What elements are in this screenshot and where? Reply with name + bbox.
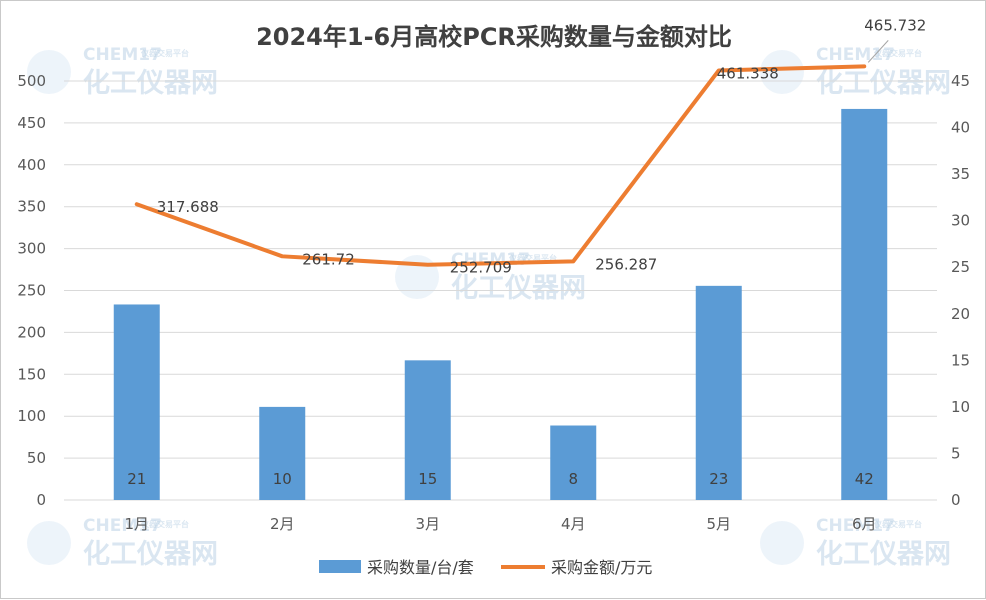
y-left-tick-label: 300 (17, 240, 46, 258)
line-data-label: 317.688 (157, 198, 219, 216)
watermark-logo-icon (760, 521, 804, 565)
x-tick-label: 3月 (415, 515, 440, 533)
data-label-leader (867, 40, 889, 63)
x-tick-label: 5月 (706, 515, 731, 533)
watermark-tag: 仪器交易平台 (140, 519, 189, 529)
y-left-tick-label: 250 (17, 282, 46, 300)
y-right-tick-label: 35 (951, 165, 970, 183)
y-left-tick-label: 200 (17, 323, 46, 341)
watermark-brand: CHEM17 (83, 45, 162, 65)
watermark-text: 化工仪器网 (83, 539, 218, 570)
watermark-logo-icon (27, 50, 71, 94)
y-right-tick-label: 20 (951, 305, 970, 323)
watermark-text: 化工仪器网 (816, 539, 951, 570)
watermark-logo-icon (760, 50, 804, 94)
watermark-text: 化工仪器网 (83, 68, 218, 99)
bar-data-label: 21 (127, 470, 146, 488)
watermark-text: 化工仪器网 (816, 68, 951, 99)
y-right-tick-label: 5 (951, 444, 961, 462)
bar (404, 360, 451, 500)
y-left-tick-label: 100 (17, 407, 46, 425)
line-series (134, 64, 867, 267)
bar-data-label: 23 (709, 470, 728, 488)
bar-data-label: 10 (273, 470, 292, 488)
chart-title: 2024年1-6月高校PCR采购数量与金额对比 (256, 23, 732, 51)
line-data-label: 256.287 (595, 255, 657, 273)
bar (550, 425, 597, 500)
y-right-tick-label: 25 (951, 258, 970, 276)
y-right-tick-label: 10 (951, 398, 970, 416)
x-tick-label: 6月 (852, 515, 877, 533)
y-left-tick-label: 400 (17, 156, 46, 174)
line-data-label: 465.732 (864, 16, 926, 34)
watermark-brand: CHEM17 (83, 516, 162, 536)
watermark-logo-icon (27, 521, 71, 565)
watermark-tag: 仪器交易平台 (873, 519, 922, 529)
y-right-tick-label: 40 (951, 119, 970, 137)
y-left-tick-label: 150 (17, 365, 46, 383)
bar (841, 108, 888, 500)
y-left-tick-label: 50 (27, 449, 46, 467)
x-tick-label: 2月 (270, 515, 295, 533)
watermark-brand: CHEM17 (816, 516, 895, 536)
line-data-label: 261.72 (302, 250, 355, 268)
watermark-tag: 仪器交易平台 (873, 48, 922, 58)
y-right-tick-label: 45 (951, 72, 970, 90)
bar (695, 285, 742, 500)
x-tick-label: 1月 (124, 515, 149, 533)
x-tick-label: 4月 (561, 515, 586, 533)
legend-label-line: 采购金额/万元 (551, 558, 652, 577)
y-left-tick-label: 500 (17, 72, 46, 90)
y-left-tick-label: 350 (17, 198, 46, 216)
y-right-tick-label: 30 (951, 212, 970, 230)
y-left-tick-label: 450 (17, 114, 46, 132)
legend-label-bar: 采购数量/台/套 (367, 558, 474, 577)
watermark-tag: 仪器交易平台 (508, 253, 557, 263)
y-right-tick-label: 15 (951, 351, 970, 369)
y-right-tick-label: 0 (951, 491, 961, 509)
bar-data-label: 15 (418, 470, 437, 488)
watermark-tag: 仪器交易平台 (140, 48, 189, 58)
y-left-tick-label: 0 (36, 491, 46, 509)
bar-data-label: 42 (855, 470, 874, 488)
line-data-label: 461.338 (717, 64, 779, 82)
watermark-brand: CHEM17 (816, 45, 895, 65)
watermark-text: 化工仪器网 (451, 273, 586, 304)
line-data-label: 252.709 (450, 259, 512, 277)
bar (259, 406, 306, 500)
bar (113, 304, 160, 500)
bar-data-label: 8 (568, 470, 578, 488)
legend-swatch-bar (319, 560, 361, 573)
